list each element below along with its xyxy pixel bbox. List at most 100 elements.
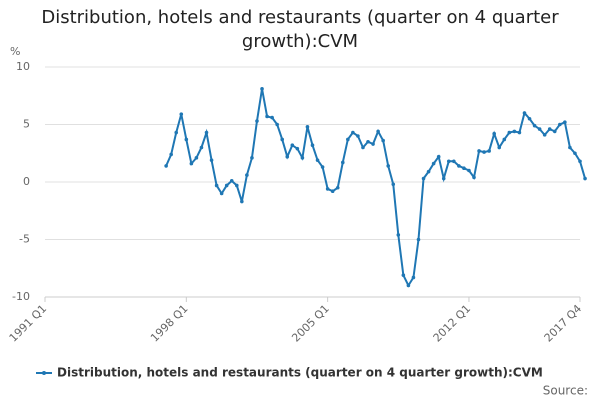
data-point: [290, 143, 295, 147]
data-point: [457, 164, 461, 168]
data-point: [537, 127, 542, 131]
data-point: [315, 158, 320, 162]
legend-label: Distribution, hotels and restaurants (qu…: [57, 366, 543, 380]
data-point: [189, 161, 194, 166]
data-point: [452, 159, 456, 164]
data-point: [462, 166, 466, 170]
data-point: [310, 143, 315, 147]
data-point: [250, 156, 254, 160]
data-point: [184, 137, 189, 142]
data-point: [376, 129, 380, 134]
data-point: [426, 169, 431, 174]
series-line: [165, 88, 587, 288]
data-point: [563, 120, 567, 124]
data-point: [467, 168, 471, 173]
x-tick-label: 1998 Q1: [148, 302, 191, 345]
data-point: [396, 233, 401, 237]
data-point: [169, 152, 173, 157]
data-point: [507, 130, 512, 135]
data-point: [391, 182, 396, 187]
data-point: [240, 199, 244, 204]
data-point: [568, 145, 572, 150]
data-point: [472, 175, 476, 180]
data-point: [265, 114, 269, 119]
source-label: Source:: [543, 384, 588, 398]
x-tick-label: 2005 Q1: [289, 302, 332, 345]
y-tick-label: 10: [16, 60, 30, 73]
chart-title: Distribution, hotels and restaurants (qu…: [41, 7, 559, 52]
x-tick-label: 2017 Q4: [542, 302, 585, 345]
data-point: [482, 150, 486, 154]
y-tick-label: -10: [12, 290, 30, 303]
data-point: [446, 159, 451, 164]
data-point: [209, 158, 214, 162]
data-point: [416, 237, 421, 242]
data-point: [512, 129, 517, 134]
data-point: [219, 191, 224, 196]
data-point: [558, 122, 562, 127]
data-point: [552, 129, 557, 134]
data-point: [234, 183, 239, 188]
data-point: [346, 137, 350, 142]
data-point: [517, 130, 522, 135]
data-point: [527, 116, 532, 121]
data-point: [497, 145, 502, 150]
data-point: [502, 137, 507, 142]
data-point: [229, 179, 234, 183]
data-point: [270, 115, 274, 120]
data-point: [179, 112, 184, 116]
data-point: [441, 176, 446, 181]
data-point: [431, 161, 436, 166]
data-point: [245, 173, 249, 177]
data-point: [214, 183, 219, 188]
data-point: [194, 156, 199, 160]
data-point: [325, 187, 330, 191]
data-point: [330, 189, 335, 193]
data-point: [547, 127, 552, 131]
data-point: [421, 176, 426, 181]
data-point: [204, 130, 209, 135]
data-point: [224, 183, 229, 188]
y-tick-label: 5: [23, 118, 30, 131]
data-point: [174, 130, 179, 135]
data-point: [487, 149, 491, 153]
data-point: [386, 164, 391, 168]
data-point: [351, 130, 355, 135]
data-point: [260, 87, 264, 91]
data-point: [406, 283, 411, 288]
data-point: [573, 151, 577, 156]
data-point: [305, 125, 310, 129]
data-point: [320, 165, 325, 169]
data-point: [371, 142, 375, 146]
x-tick-label: 2012 Q1: [431, 302, 474, 345]
data-point: [285, 154, 290, 159]
data-point: [532, 123, 537, 128]
data-point: [295, 146, 300, 151]
data-point: [522, 111, 527, 115]
data-point: [583, 176, 587, 181]
data-point: [255, 119, 259, 123]
data-point: [361, 145, 365, 150]
data-point: [381, 138, 385, 143]
data-point: [401, 273, 406, 277]
data-point: [492, 131, 496, 136]
y-tick-label: -5: [19, 233, 30, 246]
legend-marker: [42, 371, 46, 375]
y-tick-label: 0: [23, 175, 30, 188]
data-point: [300, 156, 305, 160]
y-axis-label: %: [10, 45, 20, 58]
data-point: [477, 149, 481, 153]
data-point: [164, 164, 168, 168]
data-point: [366, 139, 370, 144]
data-point: [542, 133, 547, 137]
data-point: [578, 159, 582, 164]
data-point: [436, 154, 441, 159]
data-point: [199, 145, 204, 150]
data-point: [335, 185, 340, 190]
data-point: [280, 137, 285, 142]
data-point: [411, 275, 416, 280]
data-point: [356, 134, 360, 138]
data-point: [340, 160, 345, 165]
